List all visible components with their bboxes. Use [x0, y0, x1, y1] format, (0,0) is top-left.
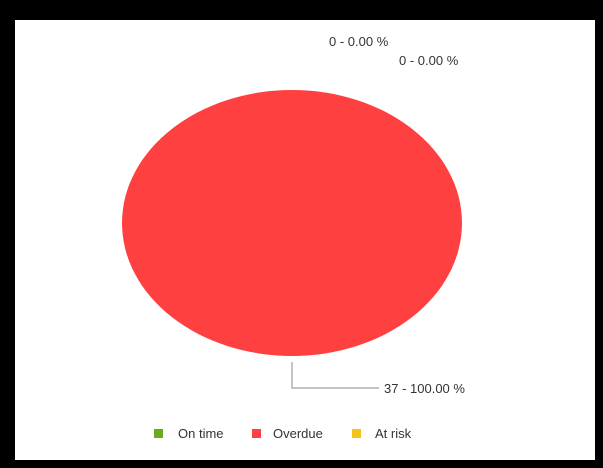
legend-item-overdue[interactable]: Overdue [252, 426, 323, 441]
legend-item-on-time[interactable]: On time [154, 426, 224, 441]
legend-swatch-on-time [154, 429, 163, 438]
legend-swatch-at-risk [352, 429, 361, 438]
data-label-on-time: 0 - 0.00 % [329, 34, 389, 49]
pie-slice-overdue[interactable] [122, 90, 462, 356]
legend-label-on-time: On time [178, 426, 224, 441]
legend-swatch-overdue [252, 429, 261, 438]
chart-panel: 0 - 0.00 % 0 - 0.00 % 37 - 100.00 % On t… [15, 20, 595, 460]
legend-label-overdue: Overdue [273, 426, 323, 441]
legend-item-at-risk[interactable]: At risk [352, 426, 412, 441]
data-label-overdue: 37 - 100.00 % [384, 381, 465, 396]
legend: On time Overdue At risk [154, 426, 412, 441]
pie-chart: 0 - 0.00 % 0 - 0.00 % 37 - 100.00 % On t… [122, 34, 465, 441]
data-label-at-risk: 0 - 0.00 % [399, 53, 459, 68]
leader-line-overdue [291, 362, 379, 389]
legend-label-at-risk: At risk [375, 426, 412, 441]
pie-slices [122, 90, 462, 356]
